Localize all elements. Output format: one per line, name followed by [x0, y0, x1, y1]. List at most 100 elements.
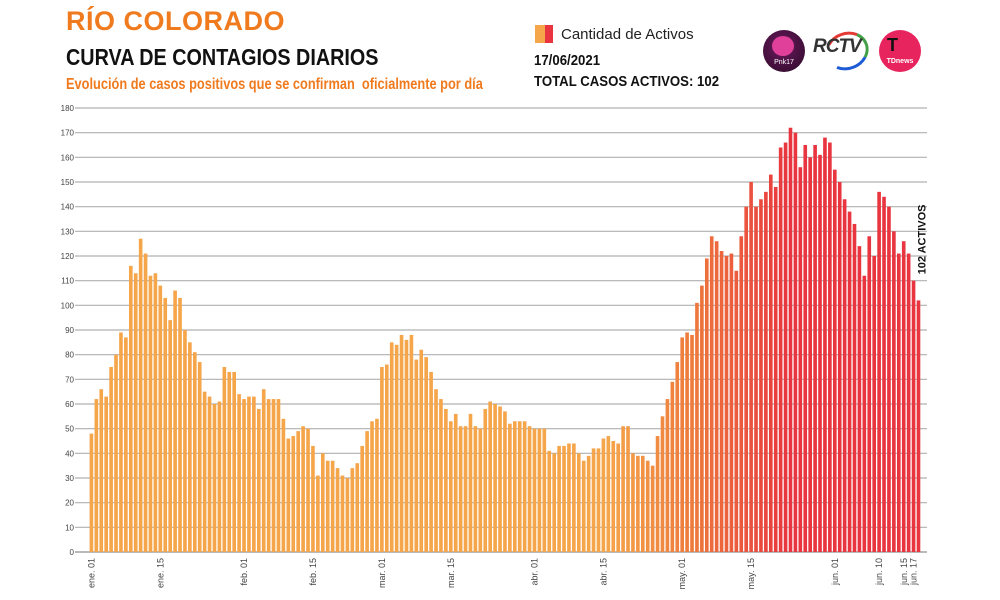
x-axis-ticks: ene. 01 ene. 15 feb. 01 feb. 15 mar. 01 mar. … [86, 558, 918, 589]
bar [813, 145, 817, 552]
bar [365, 431, 369, 552]
y-tick-label: 80 [65, 351, 74, 360]
y-tick-label: 110 [61, 277, 74, 286]
bar [473, 426, 478, 552]
bar [448, 421, 453, 552]
bar [562, 445, 566, 552]
bar [690, 334, 694, 552]
bar [453, 413, 458, 552]
bar [788, 127, 793, 552]
bar [375, 418, 379, 552]
bar [665, 399, 670, 552]
bar [552, 453, 556, 552]
bar [330, 460, 335, 552]
last-value-annotation: 102 ACTIVOS [917, 204, 929, 274]
bar [192, 352, 197, 552]
bar [237, 394, 241, 552]
bar [532, 428, 537, 552]
x-tick-label: mar. 01 [377, 558, 387, 588]
bar [335, 468, 340, 552]
bar [852, 223, 857, 552]
bar [857, 246, 862, 552]
bar [138, 238, 143, 552]
bar [527, 426, 532, 552]
bar [188, 342, 192, 552]
bar [626, 426, 630, 552]
bar [818, 154, 822, 552]
bar [360, 445, 364, 552]
bar [99, 389, 104, 552]
bar [537, 428, 542, 552]
y-tick-label: 150 [61, 178, 75, 187]
bar [498, 406, 502, 552]
bar [158, 285, 163, 552]
bar [660, 416, 665, 552]
bar [252, 396, 256, 552]
bar [153, 273, 158, 552]
x-tick-label: abr. 01 [530, 558, 540, 586]
bar [266, 399, 271, 552]
bar [143, 253, 148, 553]
bar [355, 463, 360, 552]
x-tick-label: jun. 15 [899, 558, 909, 586]
bar [739, 236, 744, 552]
y-tick-label: 0 [70, 548, 75, 557]
bar [261, 389, 266, 552]
bar [409, 334, 414, 552]
bar [581, 460, 586, 552]
bar [709, 236, 714, 552]
bar [862, 275, 867, 552]
bar [301, 426, 305, 552]
bar [847, 211, 852, 552]
x-tick-label: jun. 10 [874, 558, 884, 586]
bar [744, 206, 748, 552]
bar [572, 443, 576, 552]
x-tick-label: jun. 01 [830, 558, 840, 586]
bar [778, 147, 783, 552]
bar [803, 145, 808, 552]
bar [389, 342, 394, 552]
bar [631, 453, 635, 552]
y-tick-label: 180 [61, 104, 75, 113]
bar [183, 330, 187, 552]
bar [887, 206, 891, 552]
x-tick-label: feb. 15 [308, 558, 318, 586]
bar [867, 236, 872, 552]
bar [714, 241, 719, 552]
bar [901, 241, 906, 552]
bar [616, 443, 620, 552]
bar [320, 453, 325, 552]
bar [522, 421, 527, 552]
bar [911, 280, 916, 552]
bar [173, 290, 177, 552]
bar [197, 362, 202, 552]
bar [399, 334, 404, 552]
bar [212, 404, 217, 552]
bar [645, 460, 650, 552]
bar [601, 438, 606, 552]
bar [832, 169, 837, 552]
bar [311, 445, 315, 552]
bar [704, 258, 709, 552]
bar [227, 371, 232, 552]
bar [896, 253, 901, 553]
bar [828, 142, 832, 553]
x-tick-label: may. 15 [746, 558, 756, 589]
rctv-logo-text: RCTV [813, 36, 862, 57]
chart-description: Evolución de casos positivos que se conf… [66, 76, 483, 93]
bar [729, 253, 734, 553]
bar [567, 443, 571, 552]
bar [542, 428, 547, 552]
bar [271, 399, 276, 552]
bar [444, 408, 448, 552]
bar [596, 448, 601, 552]
bar [414, 359, 419, 552]
bar [764, 191, 768, 552]
bar [178, 297, 182, 552]
bar [754, 206, 758, 552]
x-tick-label: abr. 15 [598, 558, 608, 586]
bar [217, 401, 222, 552]
y-tick-label: 60 [65, 400, 74, 409]
y-tick-label: 170 [61, 129, 75, 138]
